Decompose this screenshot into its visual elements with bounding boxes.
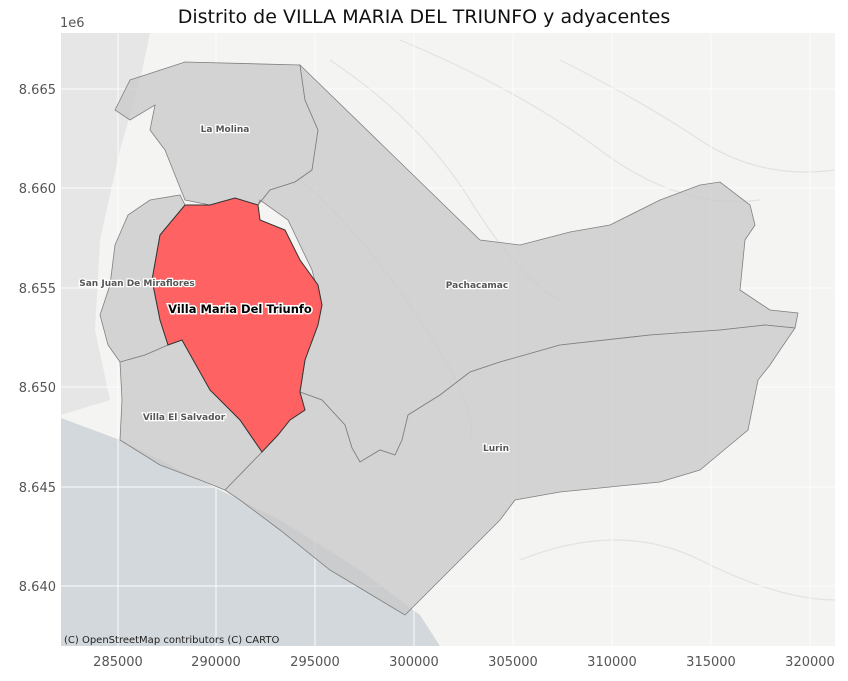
x-tick-label: 300000	[389, 655, 439, 670]
basemap-urban	[61, 33, 150, 415]
label-la-molina: La Molina	[201, 125, 250, 135]
label-villa-maria-del-triunfo: Villa Maria Del Triunfo	[168, 302, 312, 316]
y-tick-label: 8.665	[19, 83, 56, 98]
y-axis-ticks: 8.665 8.660 8.655 8.650 8.645 8.640	[19, 83, 56, 595]
label-pachacamac: Pachacamac	[446, 281, 508, 291]
x-axis-ticks: 285000 290000 295000 300000 305000 31000…	[93, 655, 835, 670]
district-villa-maria-del-triunfo[interactable]	[151, 197, 323, 453]
y-tick-label: 8.640	[19, 580, 56, 595]
x-tick-label: 320000	[785, 655, 835, 670]
y-tick-label: 8.645	[19, 481, 56, 496]
x-tick-label: 285000	[93, 655, 143, 670]
y-offset-label: 1e6	[60, 16, 85, 31]
x-tick-label: 290000	[191, 655, 241, 670]
map-title: Distrito de VILLA MARIA DEL TRIUNFO y ad…	[177, 6, 671, 28]
x-tick-label: 310000	[587, 655, 637, 670]
y-tick-label: 8.650	[19, 381, 56, 396]
x-tick-label: 315000	[686, 655, 736, 670]
map-area: La Molina San Juan De Miraflores Pachaca…	[61, 33, 835, 646]
label-villa-el-salvador: Villa El Salvador	[143, 413, 226, 423]
label-san-juan-de-miraflores: San Juan De Miraflores	[79, 279, 194, 289]
map-attribution: (C) OpenStreetMap contributors (C) CARTO	[64, 635, 279, 646]
label-lurin: Lurin	[483, 444, 509, 454]
y-tick-label: 8.660	[19, 182, 56, 197]
x-tick-label: 295000	[290, 655, 340, 670]
y-tick-label: 8.655	[19, 282, 56, 297]
basemap-ocean	[61, 418, 440, 646]
district-lurin[interactable]	[224, 324, 796, 616]
x-tick-label: 305000	[488, 655, 538, 670]
